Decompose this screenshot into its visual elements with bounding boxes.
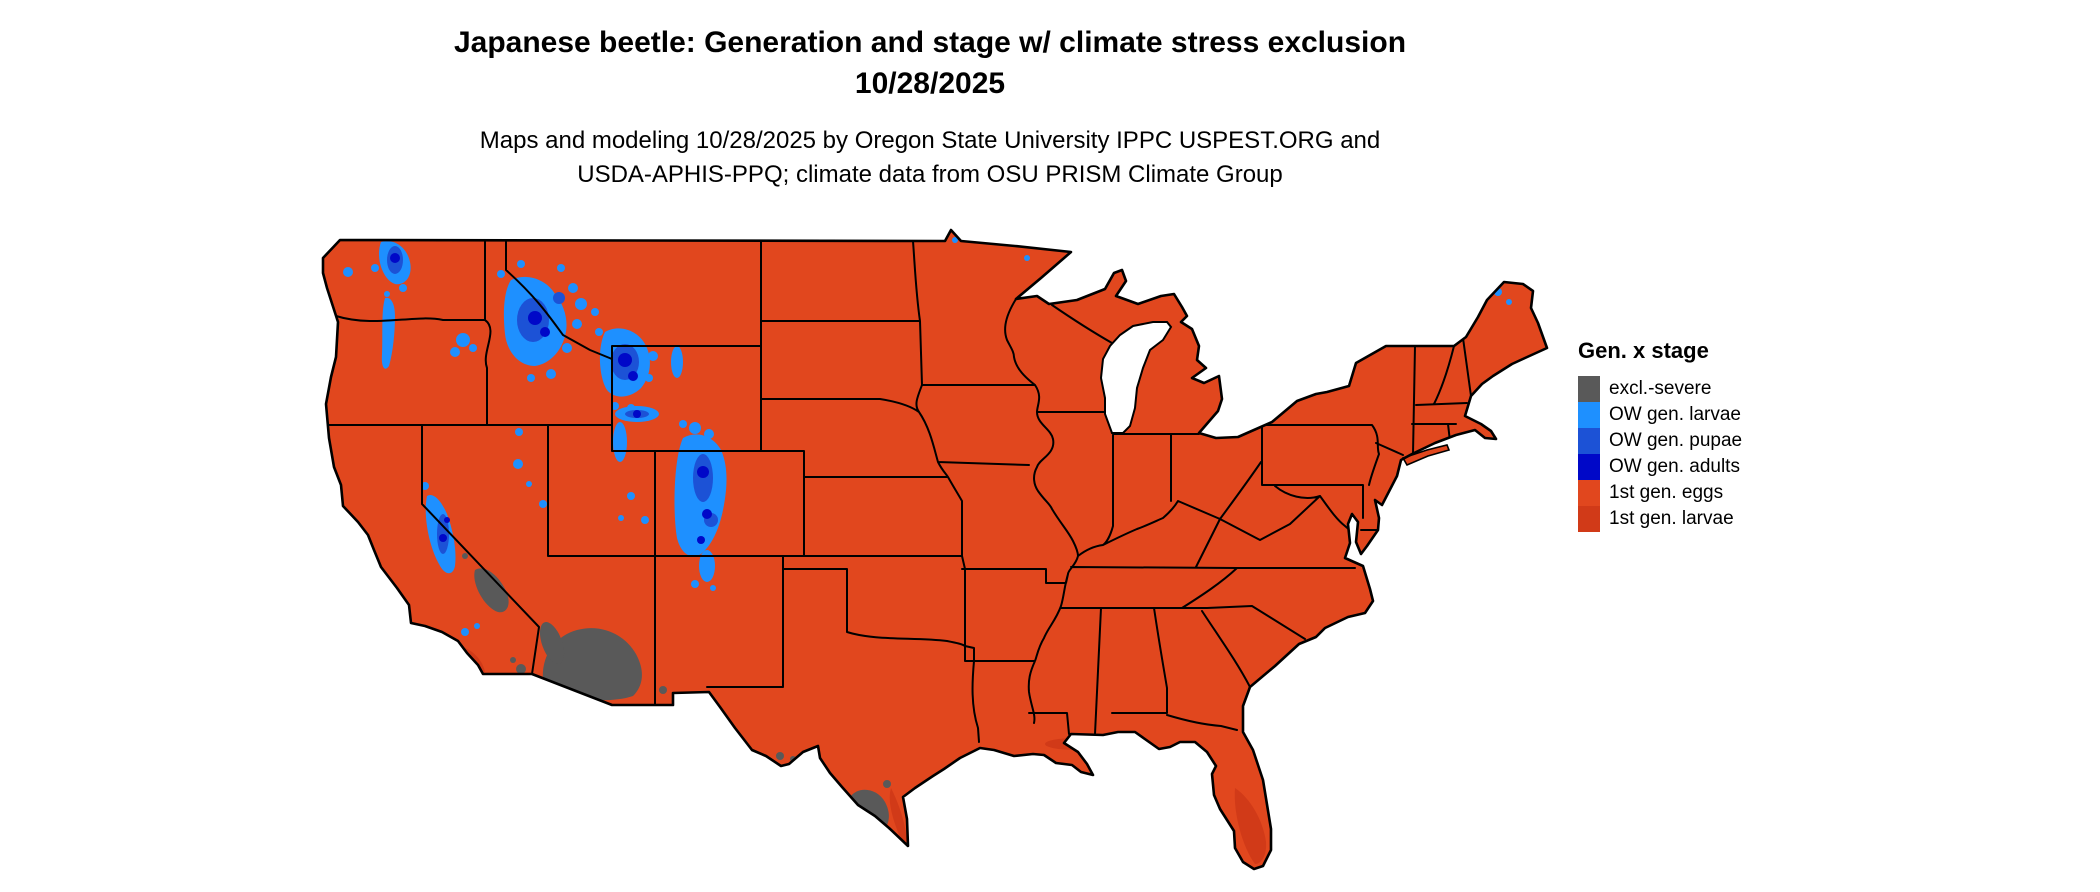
swatch-rect	[1578, 506, 1600, 532]
legend-item-first-eggs: 1st gen. eggs	[1578, 480, 1742, 506]
legend-item-label: 1st gen. eggs	[1609, 482, 1724, 503]
title-block: Japanese beetle: Generation and stage w/…	[130, 22, 1730, 192]
legend-swatch-excl-severe	[1578, 376, 1600, 402]
swatch-rect	[1578, 402, 1600, 428]
map-subtitle-line2: USDA-APHIS-PPQ; climate data from OSU PR…	[577, 161, 1283, 188]
legend-item-label: OW gen. pupae	[1609, 430, 1743, 451]
state-borders	[328, 240, 1472, 743]
legend-item-ow-pupae: OW gen. pupae	[1578, 428, 1742, 454]
us-map	[321, 228, 1549, 871]
legend-item-label: OW gen. larvae	[1609, 404, 1741, 425]
swatch-rect	[1578, 480, 1600, 506]
legend-item-ow-adults: OW gen. adults	[1578, 454, 1742, 480]
ow-larvae-speckles-colorado	[679, 420, 716, 591]
swatch-rect	[1578, 454, 1600, 480]
legend-swatch-first-eggs	[1578, 480, 1600, 506]
legend-item-first-larvae: 1st gen. larvae	[1578, 506, 1742, 532]
ow-larvae-speckles-west	[343, 264, 477, 357]
legend-swatch-ow-larvae	[1578, 402, 1600, 428]
ow-larvae-speckles-north	[952, 237, 1512, 305]
swatch-rect	[1578, 428, 1600, 454]
map-title-date: 10/28/2025	[854, 67, 1006, 100]
us-map-container	[315, 228, 1550, 884]
swatch-rect	[1578, 376, 1600, 402]
legend-item-ow-larvae: OW gen. larvae	[1578, 402, 1742, 428]
map-title-line1: Japanese beetle: Generation and stage w/…	[453, 26, 1407, 59]
legend-item-label: OW gen. adults	[1609, 456, 1740, 477]
legend-swatch-ow-adults	[1578, 454, 1600, 480]
legend: Gen. x stage excl.-severe OW gen. larvae…	[1578, 338, 1742, 532]
lake-michigan	[1099, 321, 1173, 434]
long-island	[1401, 444, 1451, 467]
layer-ow-adults	[390, 253, 712, 544]
legend-title: Gen. x stage	[1578, 338, 1709, 363]
legend-swatch-first-larvae	[1578, 506, 1600, 532]
subtitle-block: Maps and modeling 10/28/2025 by Oregon S…	[130, 124, 1730, 192]
legend-item-excl-severe: excl.-severe	[1578, 376, 1742, 402]
legend-item-label: 1st gen. larvae	[1609, 508, 1734, 529]
map-subtitle-line1: Maps and modeling 10/28/2025 by Oregon S…	[479, 127, 1381, 154]
legend-swatch-ow-pupae	[1578, 428, 1600, 454]
legend-item-label: excl.-severe	[1609, 378, 1712, 399]
